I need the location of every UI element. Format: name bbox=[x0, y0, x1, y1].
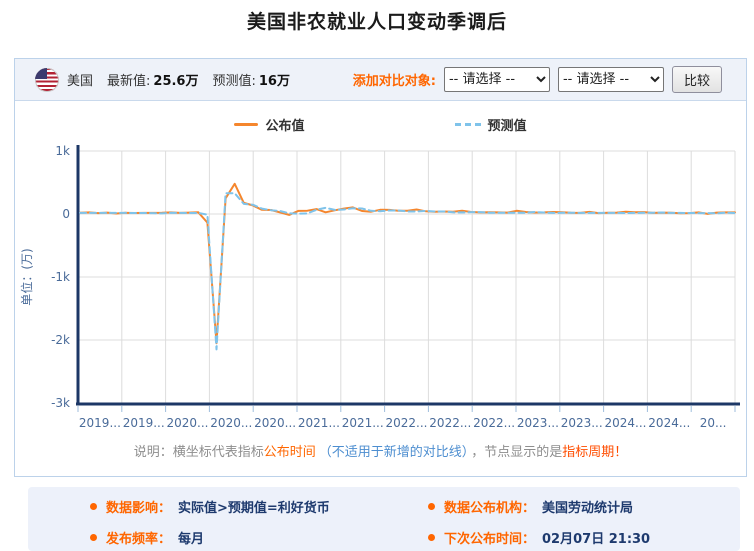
svg-text:单位：(万): 单位：(万) bbox=[19, 248, 34, 305]
note-publish-time: 公布时间 bbox=[263, 445, 316, 460]
svg-text:2024...: 2024... bbox=[648, 416, 690, 430]
svg-text:2021...: 2021... bbox=[342, 416, 384, 430]
svg-text:2021...: 2021... bbox=[298, 416, 340, 430]
panel-header: 美国 最新值: 25.6万 预测值: 16万 添加对比对象: -- 请选择 -- -… bbox=[15, 59, 746, 101]
compare-button[interactable]: 比较 bbox=[671, 66, 722, 93]
footer-value: 每月 bbox=[178, 531, 205, 547]
footer-label: 数据公布机构： bbox=[444, 500, 536, 516]
svg-text:2019...: 2019... bbox=[123, 416, 165, 430]
svg-text:20...: 20... bbox=[700, 416, 727, 430]
forecast-value-field: 预测值: 16万 bbox=[212, 70, 289, 89]
legend-item-published[interactable]: 公布值 bbox=[234, 115, 305, 134]
indicator-panel: 美国 最新值: 25.6万 预测值: 16万 添加对比对象: -- 请选择 -- -… bbox=[14, 58, 747, 477]
bullet-icon bbox=[428, 533, 435, 541]
compare-select-1[interactable]: -- 请选择 -- bbox=[443, 67, 550, 92]
chart-area: 1k 0 -1k -2k -3k 单位：(万) 2019... 2019... 2020... 2… bbox=[15, 139, 746, 435]
svg-text:2022...: 2022... bbox=[429, 416, 471, 430]
note-paren: （不适用于新增的对比线） bbox=[318, 445, 469, 460]
forecast-value-label: 预测值: bbox=[212, 74, 256, 89]
svg-text:2022...: 2022... bbox=[386, 416, 428, 430]
svg-text:2023...: 2023... bbox=[517, 416, 559, 430]
note-prefix: 说明：横坐标代表指标 bbox=[133, 445, 264, 460]
chart-note: 说明：横坐标代表指标公布时间 （不适用于新增的对比线） ，节点显示的是指标周期！ bbox=[15, 441, 746, 476]
forecast-value: 16万 bbox=[258, 74, 290, 89]
us-flag-icon bbox=[35, 67, 59, 92]
svg-text:2019...: 2019... bbox=[79, 416, 121, 430]
published-line-swatch-icon bbox=[234, 122, 259, 126]
note-indicator-period: 指标周期！ bbox=[562, 445, 628, 460]
note-middle: ，节点显示的是 bbox=[471, 445, 563, 460]
bullet-icon bbox=[90, 533, 97, 541]
footer-label: 下次公布时间： bbox=[444, 531, 536, 547]
chart-legend: 公布值 预测值 bbox=[15, 114, 746, 134]
legend-item-forecast[interactable]: 预测值 bbox=[454, 115, 527, 134]
bullet-icon bbox=[428, 502, 435, 510]
latest-value-field: 最新值: 25.6万 bbox=[107, 70, 198, 89]
svg-text:2020...: 2020... bbox=[167, 416, 209, 430]
svg-text:2020...: 2020... bbox=[210, 416, 252, 430]
legend-forecast-label: 预测值 bbox=[487, 118, 527, 134]
svg-text:1k: 1k bbox=[55, 144, 70, 158]
add-compare-label: 添加对比对象: bbox=[352, 74, 436, 89]
svg-text:2022...: 2022... bbox=[473, 416, 515, 430]
footer-item-frequency: 发布频率： 每月 bbox=[90, 527, 428, 547]
footer-item-data-impact: 数据影响： 实际值>预期值=利好货币 bbox=[90, 496, 428, 516]
footer-item-publish-org: 数据公布机构： 美国劳动统计局 bbox=[428, 496, 740, 516]
info-footer: 数据影响： 实际值>预期值=利好货币 数据公布机构： 美国劳动统计局 发布频率：… bbox=[28, 487, 740, 551]
footer-value: 02月07日 21:30 bbox=[542, 531, 651, 547]
footer-label: 数据影响： bbox=[106, 500, 172, 516]
latest-value-label: 最新值: bbox=[107, 74, 151, 89]
svg-text:-2k: -2k bbox=[51, 333, 70, 347]
svg-text:2020...: 2020... bbox=[254, 416, 296, 430]
footer-value: 实际值>预期值=利好货币 bbox=[178, 500, 330, 516]
svg-text:2024...: 2024... bbox=[605, 416, 647, 430]
page-title: 美国非农就业人口变动季调后 bbox=[246, 11, 507, 33]
bullet-icon bbox=[90, 502, 97, 510]
footer-value: 美国劳动统计局 bbox=[542, 500, 634, 516]
svg-text:2023...: 2023... bbox=[561, 416, 603, 430]
country-name: 美国 bbox=[67, 74, 94, 89]
latest-value: 25.6万 bbox=[153, 74, 199, 89]
footer-item-next-publish-time: 下次公布时间： 02月07日 21:30 bbox=[428, 527, 740, 547]
forecast-dashed-swatch-icon bbox=[454, 122, 481, 126]
footer-label: 发布频率： bbox=[106, 531, 172, 547]
legend-published-label: 公布值 bbox=[265, 118, 305, 134]
svg-text:0: 0 bbox=[62, 207, 70, 221]
svg-text:-1k: -1k bbox=[51, 270, 70, 284]
svg-text:-3k: -3k bbox=[51, 396, 70, 410]
compare-select-2[interactable]: -- 请选择 -- bbox=[557, 67, 664, 92]
